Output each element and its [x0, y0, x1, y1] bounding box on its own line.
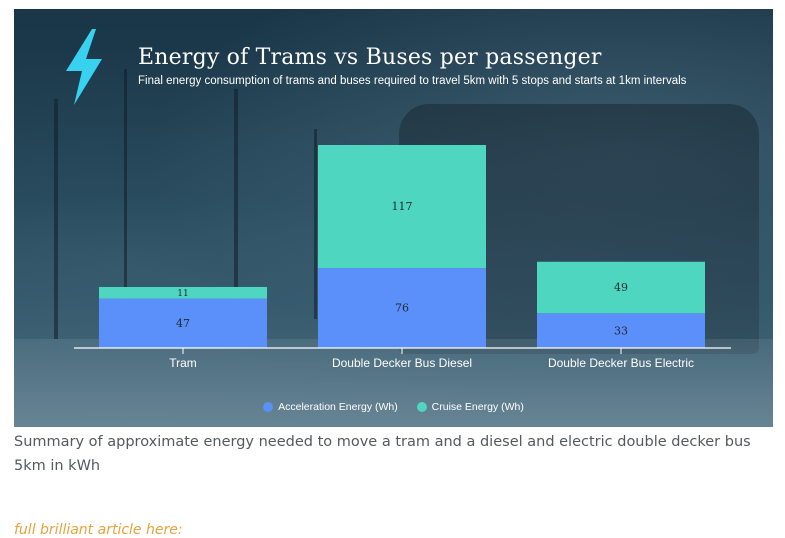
- legend-label-acceleration: Acceleration Energy (Wh): [278, 401, 398, 413]
- background-tree: [54, 99, 58, 339]
- data-label: 76: [395, 302, 409, 315]
- x-tick-label: Double Decker Bus Electric: [548, 356, 694, 370]
- bar-segment-acceleration: [99, 298, 267, 348]
- bar-segment-acceleration: [537, 313, 705, 348]
- data-label: 49: [614, 281, 628, 294]
- figure-caption: Summary of approximate energy needed to …: [14, 434, 751, 474]
- x-tick-label: Double Decker Bus Diesel: [332, 356, 472, 370]
- legend-swatch-cruise: [416, 402, 427, 412]
- article-link[interactable]: full brilliant article here:: [14, 522, 183, 538]
- legend-label-cruise: Cruise Energy (Wh): [431, 401, 524, 413]
- data-label: 47: [176, 317, 190, 330]
- bar-segment-cruise: [318, 145, 486, 269]
- chart-figure: Energy of Trams vs Buses per passenger F…: [14, 9, 773, 427]
- background-tree: [314, 129, 317, 319]
- chart-subtitle: Final energy consumption of trams and bu…: [138, 75, 687, 87]
- bar-segment-cruise: [537, 261, 705, 314]
- legend-item-acceleration: Acceleration Energy (Wh): [263, 401, 398, 413]
- background-snow: [14, 339, 773, 427]
- data-label: 11: [177, 289, 188, 299]
- data-label: 117: [392, 200, 413, 213]
- background-tree: [234, 89, 238, 319]
- background-tree: [124, 69, 127, 329]
- data-label: 33: [614, 324, 628, 337]
- legend-swatch-acceleration: [263, 402, 274, 412]
- lightning-bolt-icon: [66, 29, 102, 105]
- x-tick-label: Tram: [169, 356, 197, 370]
- bar-segment-cruise: [99, 286, 267, 299]
- legend-item-cruise: Cruise Energy (Wh): [416, 401, 524, 413]
- bar-segment-acceleration: [318, 268, 486, 348]
- chart-legend: Acceleration Energy (Wh) Cruise Energy (…: [14, 401, 773, 415]
- chart-plot: 47 11 Tram 76 117 Double Decker Bus Diesel 33 4…: [74, 145, 731, 370]
- chart-title: Energy of Trams vs Buses per passenger: [138, 45, 602, 70]
